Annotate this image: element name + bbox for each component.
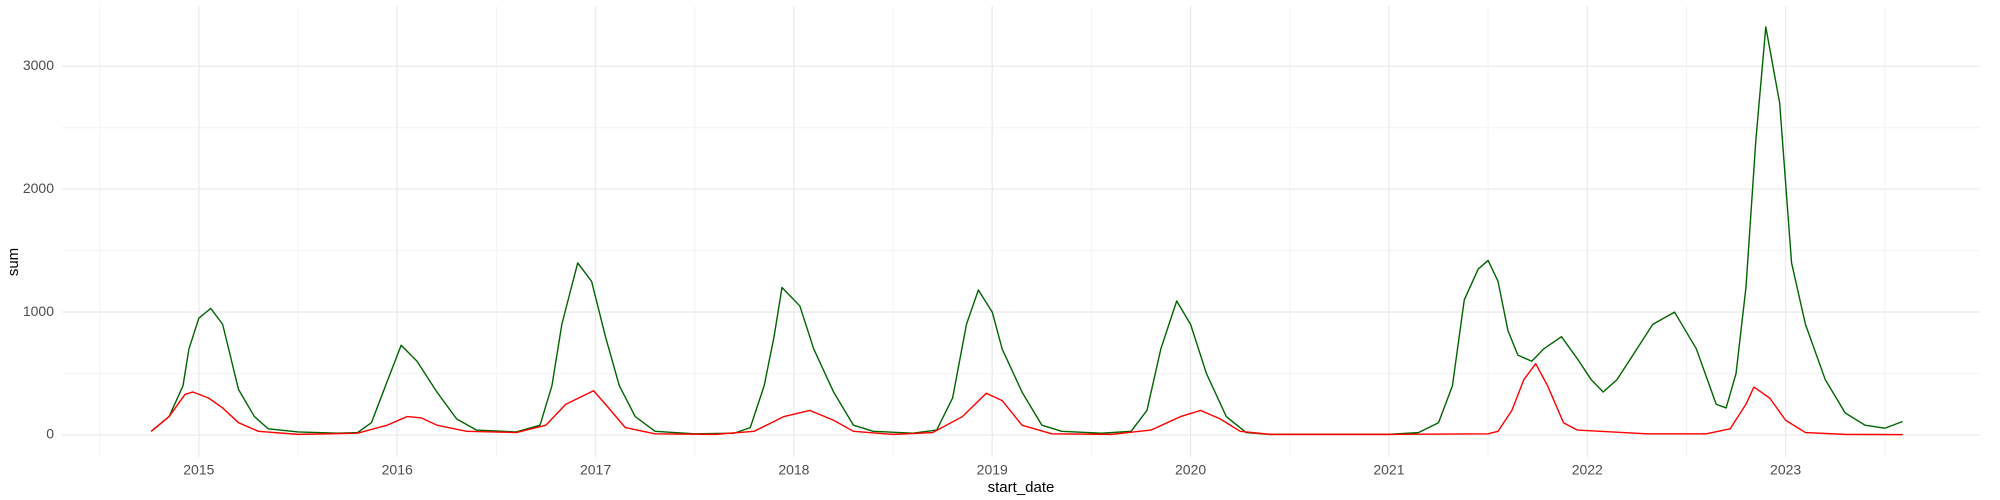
x-tick-label: 2023: [1770, 462, 1801, 478]
x-tick-label: 2016: [382, 462, 413, 478]
x-axis-title: start_date: [988, 479, 1055, 496]
x-tick-label: 2020: [1175, 462, 1206, 478]
y-tick-label: 0: [46, 426, 54, 442]
line: [150, 363, 1903, 436]
x-tick-label: 2022: [1572, 462, 1603, 478]
y-axis-title: sum: [5, 248, 22, 276]
x-tick-label: 2017: [580, 462, 611, 478]
y-tick-label: 3000: [23, 57, 54, 73]
line: [150, 26, 1903, 436]
x-tick-label: 2018: [778, 462, 809, 478]
x-tick-label: 2019: [977, 462, 1008, 478]
x-tick-label: 2015: [183, 462, 214, 478]
x-tick-label: 2021: [1373, 462, 1404, 478]
y-tick-label: 2000: [23, 180, 54, 196]
y-tick-label: 1000: [23, 303, 54, 319]
